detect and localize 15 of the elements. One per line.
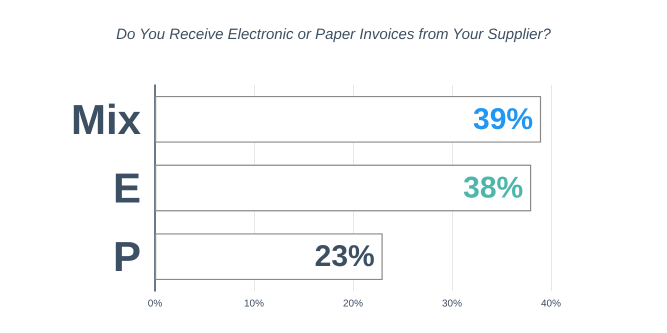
chart-title: Do You Receive Electronic or Paper Invoices from Your Supplier? [116,26,552,43]
x-tick-label: 30% [442,298,462,310]
y-tick-label: Mix [70,96,142,143]
y-tick-label: E [112,164,141,212]
data-label: 38% [463,172,524,204]
data-label: 39% [473,102,534,136]
bar [155,164,532,212]
data-label: 23% [314,240,375,274]
bar [155,233,383,280]
bar [155,96,542,143]
x-tick-label: 20% [342,298,364,310]
x-tick-label: 40% [540,298,562,310]
x-tick-label: 0% [148,298,162,310]
y-tick-label: P [112,233,141,280]
x-tick-label: 10% [244,298,264,310]
